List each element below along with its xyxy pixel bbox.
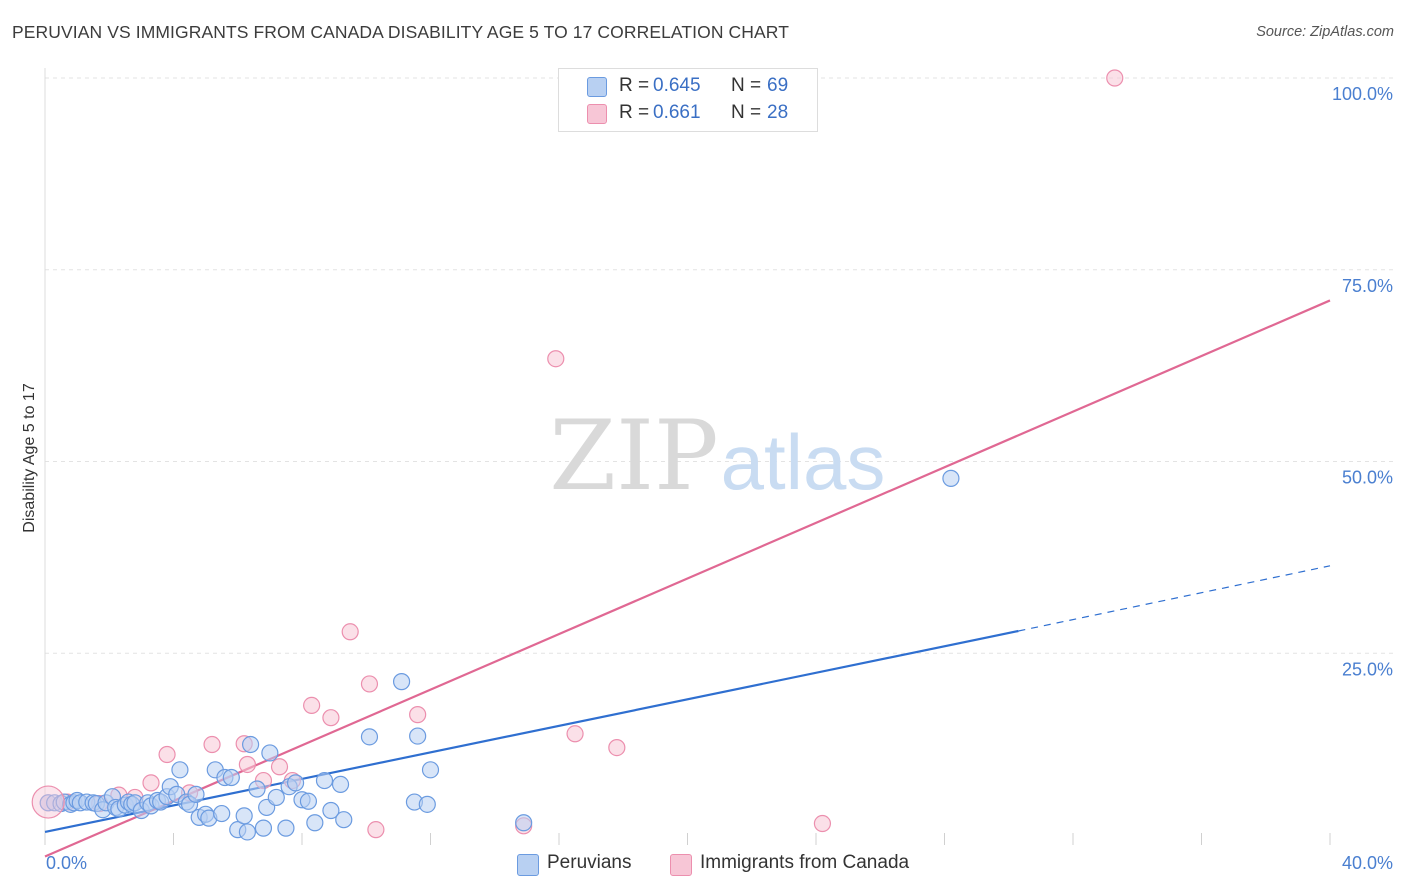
peruvian-point xyxy=(187,785,205,803)
peruvian-point xyxy=(238,823,256,841)
peruvian-point xyxy=(409,727,427,745)
peruvian-trend-extension xyxy=(1018,565,1331,632)
canada-point xyxy=(341,623,359,641)
peruvian-point xyxy=(171,761,189,779)
legend-r-value: 0.661 xyxy=(653,102,701,123)
legend-r-label: R = xyxy=(619,102,650,123)
canada-point xyxy=(322,709,340,727)
canada-point xyxy=(566,725,584,743)
peruvian-point xyxy=(306,814,324,832)
y-tick-label: 50.0% xyxy=(1342,468,1393,488)
legend-r-label: R = xyxy=(619,75,650,96)
legend-n-value: 28 xyxy=(767,102,789,123)
canada-point xyxy=(608,738,626,757)
legend-swatch-pink xyxy=(587,104,607,124)
canada-point xyxy=(409,706,427,724)
legend-label: Immigrants from Canada xyxy=(700,852,910,873)
canada-cluster-point xyxy=(31,785,65,819)
grid-lines xyxy=(45,77,1395,654)
x-tick-label: 0.0% xyxy=(46,853,87,873)
series-legend: Peruvians Immigrants from Canada xyxy=(0,852,1406,876)
peruvian-point xyxy=(235,807,253,825)
legend-swatch-blue xyxy=(517,854,539,876)
canada-point xyxy=(303,696,321,715)
peruvian-point xyxy=(942,469,960,487)
source-note: Source: ZipAtlas.com xyxy=(1256,24,1394,40)
canada-point xyxy=(1106,69,1124,87)
y-tick-label: 75.0% xyxy=(1342,276,1393,296)
legend-swatch-pink xyxy=(670,854,692,876)
canada-point xyxy=(547,350,565,368)
x-tick-labels: 0.0% 40.0% xyxy=(46,853,1393,873)
axes xyxy=(44,68,1331,845)
peruvian-point xyxy=(267,788,285,807)
canada-point xyxy=(158,745,176,764)
y-axis-label: Disability Age 5 to 17 xyxy=(21,383,38,533)
peruvian-point xyxy=(515,814,533,832)
canada-point xyxy=(142,774,160,792)
y-tick-label: 100.0% xyxy=(1332,84,1393,104)
watermark-atlas: atlas xyxy=(721,418,886,506)
canada-point xyxy=(203,735,221,754)
peruvian-point xyxy=(360,728,379,746)
peruvian-point xyxy=(222,768,240,787)
peruvian-point xyxy=(248,780,266,798)
canada-point xyxy=(367,821,385,839)
peruvian-point xyxy=(392,673,411,691)
peruvian-point xyxy=(261,744,279,762)
canada-point xyxy=(238,755,256,774)
canada-point xyxy=(270,758,289,776)
peruvian-point xyxy=(254,819,273,837)
peruvian-point xyxy=(315,771,334,790)
canada-point xyxy=(360,675,379,693)
peruvian-point xyxy=(418,795,436,813)
legend-swatch-blue xyxy=(587,77,607,97)
legend-n-label: N = xyxy=(731,75,762,96)
y-tick-label: 25.0% xyxy=(1342,659,1393,679)
y-tick-labels: 25.0% 50.0% 75.0% 100.0% xyxy=(1332,84,1393,679)
peruvian-point xyxy=(213,804,231,823)
chart-title: PERUVIAN VS IMMIGRANTS FROM CANADA DISAB… xyxy=(12,22,790,42)
canada-point xyxy=(813,814,832,833)
peruvian-point xyxy=(277,819,295,837)
legend-label: Peruvians xyxy=(547,852,632,873)
legend-n-label: N = xyxy=(731,102,762,123)
peruvian-point xyxy=(335,811,353,829)
peruvian-point xyxy=(421,761,440,779)
canada-trend-line xyxy=(44,299,1331,858)
trend-lines xyxy=(44,299,1331,858)
peruvian-point xyxy=(242,735,260,754)
legend-r-value: 0.645 xyxy=(653,75,701,96)
peruvian-point xyxy=(331,775,350,794)
watermark-zip: ZIP xyxy=(549,400,718,512)
data-points xyxy=(31,69,1124,841)
peruvian-point xyxy=(286,774,305,792)
x-tick-label: 40.0% xyxy=(1342,853,1393,873)
peruvian-point xyxy=(322,801,340,820)
stats-legend: R = 0.645 N = 69 R = 0.661 N = 28 xyxy=(558,68,818,132)
legend-n-value: 69 xyxy=(767,75,789,96)
peruvian-trend-line xyxy=(44,629,1019,834)
peruvian-point xyxy=(299,792,318,810)
